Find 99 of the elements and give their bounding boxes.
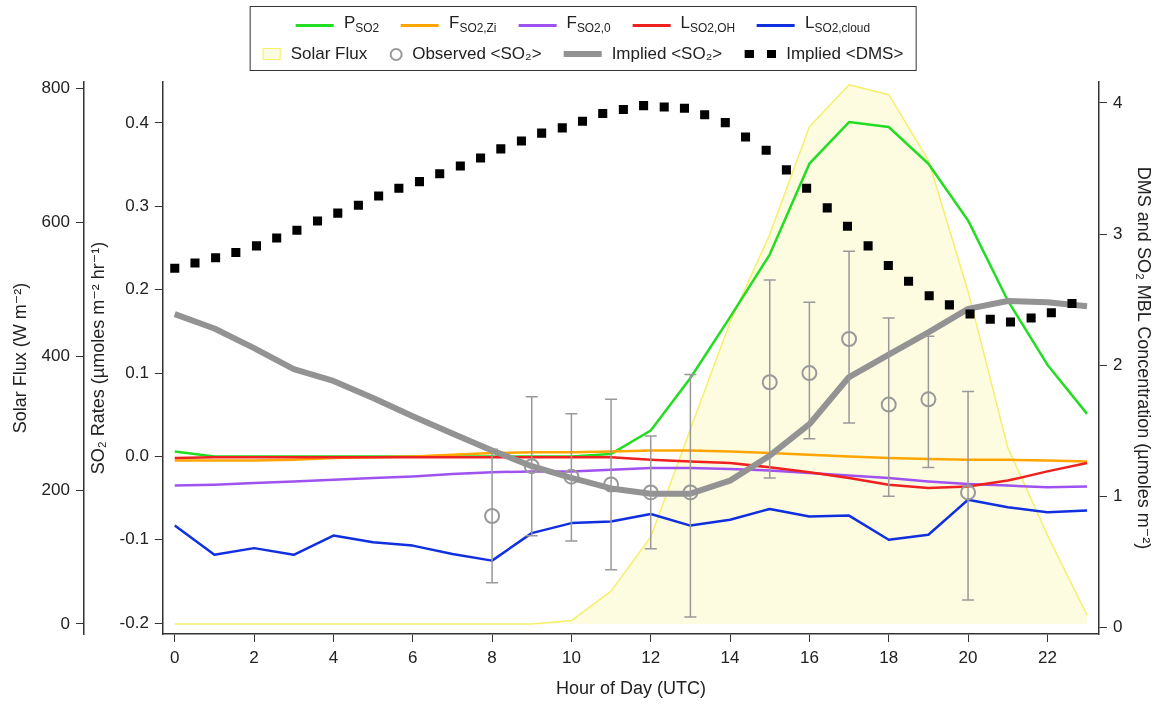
point xyxy=(537,128,547,138)
legend-label: F$_{SO2,Zi}$ xyxy=(449,12,497,38)
y2-tick-label: 2 xyxy=(1112,354,1123,374)
y-tick-label: 0.1 xyxy=(125,362,149,382)
point xyxy=(761,374,778,391)
point xyxy=(190,258,200,268)
legend-label: Observed <SO₂> xyxy=(412,43,542,66)
x-tick-label: 12 xyxy=(641,647,661,667)
point xyxy=(211,253,221,263)
point xyxy=(523,458,540,475)
point xyxy=(435,169,445,179)
legend-label: Implied <SO₂> xyxy=(611,43,723,66)
legend-label: F$_{SO2,0}$ xyxy=(566,12,611,38)
y-tick-label: 0.2 xyxy=(125,279,149,299)
y-tick-label: -0.1 xyxy=(119,529,149,549)
point xyxy=(642,484,659,501)
point xyxy=(1067,299,1077,309)
point xyxy=(231,247,241,257)
point xyxy=(251,241,261,251)
legend-label: P$_{SO2}$ xyxy=(343,12,380,38)
point xyxy=(741,132,751,142)
y-tick-label: 0.0 xyxy=(125,446,149,466)
legend-label: Implied <DMS> xyxy=(786,43,904,66)
y-tick-label: 0.4 xyxy=(125,112,149,132)
point xyxy=(563,468,580,485)
x-tick-label: 22 xyxy=(1037,647,1057,667)
point xyxy=(603,476,620,493)
legend-label: Solar Flux xyxy=(290,43,368,66)
y2-axis-title: DMS and SO₂ MBL Concentration (µmoles m⁻²) xyxy=(1134,166,1155,550)
point xyxy=(679,103,689,113)
x-tick-label: 18 xyxy=(879,647,899,667)
y3-tick-label: 400 xyxy=(41,346,70,366)
point xyxy=(414,177,425,187)
point xyxy=(842,221,853,231)
point xyxy=(1046,308,1056,318)
point xyxy=(682,484,699,501)
point xyxy=(484,508,501,524)
point xyxy=(960,484,977,501)
point xyxy=(333,208,343,218)
point xyxy=(272,233,282,243)
point xyxy=(781,165,791,175)
point xyxy=(801,365,818,382)
point xyxy=(904,276,914,286)
x-tick-label: 4 xyxy=(328,647,339,667)
point xyxy=(313,216,323,226)
point xyxy=(985,314,995,324)
point xyxy=(170,263,180,273)
point xyxy=(598,108,608,118)
y2-tick-label: 3 xyxy=(1112,223,1123,243)
point xyxy=(659,102,669,112)
y-axis-title: SO₂ Rates (µmoles m⁻² hr⁻¹) xyxy=(87,241,108,475)
point xyxy=(496,144,506,154)
y2-tick-label: 4 xyxy=(1112,92,1123,112)
point xyxy=(720,118,730,128)
y3-tick-label: 600 xyxy=(41,212,70,232)
y2-tick-label: 0 xyxy=(1112,617,1123,637)
y3-axis-title: Solar Flux (W m⁻²) xyxy=(9,282,30,434)
x-tick-label: 6 xyxy=(408,647,418,667)
point xyxy=(700,110,710,120)
x-tick-label: 0 xyxy=(170,647,180,667)
point xyxy=(557,123,567,133)
y-tick-label: 0.3 xyxy=(125,195,149,215)
x-tick-label: 10 xyxy=(561,647,581,667)
point xyxy=(394,183,404,193)
point xyxy=(822,203,832,213)
point xyxy=(1005,317,1016,327)
point xyxy=(1026,313,1036,323)
x-tick-label: 20 xyxy=(958,647,978,667)
legend-label: L$_{SO2,cloud}$ xyxy=(805,12,871,38)
x-tick-label: 2 xyxy=(249,647,259,667)
x-tick-label: 16 xyxy=(799,647,819,667)
point xyxy=(863,241,873,251)
point xyxy=(516,136,526,146)
point xyxy=(802,183,812,193)
y3-tick-label: 800 xyxy=(41,78,70,98)
point xyxy=(761,145,771,155)
point xyxy=(924,291,934,301)
x-axis-title: Hour of Day (UTC) xyxy=(555,678,706,699)
point xyxy=(920,391,937,408)
point xyxy=(841,330,858,347)
point xyxy=(577,116,588,126)
point xyxy=(353,200,363,210)
y3-tick-label: 0 xyxy=(60,613,70,633)
x-tick-label: 14 xyxy=(720,647,740,667)
point xyxy=(883,261,893,271)
y3-tick-label: 200 xyxy=(41,479,70,499)
point xyxy=(374,191,384,201)
x-tick-label: 8 xyxy=(487,647,497,667)
y2-tick-label: 1 xyxy=(1112,486,1123,506)
legend-label: L$_{SO2,OH}$ xyxy=(680,12,736,38)
point xyxy=(455,161,465,171)
point xyxy=(944,300,954,310)
point xyxy=(292,225,302,235)
point xyxy=(880,396,897,413)
point xyxy=(965,309,975,319)
y-tick-label: -0.2 xyxy=(119,612,149,632)
point xyxy=(476,153,486,163)
point xyxy=(639,101,649,111)
point xyxy=(618,105,628,115)
